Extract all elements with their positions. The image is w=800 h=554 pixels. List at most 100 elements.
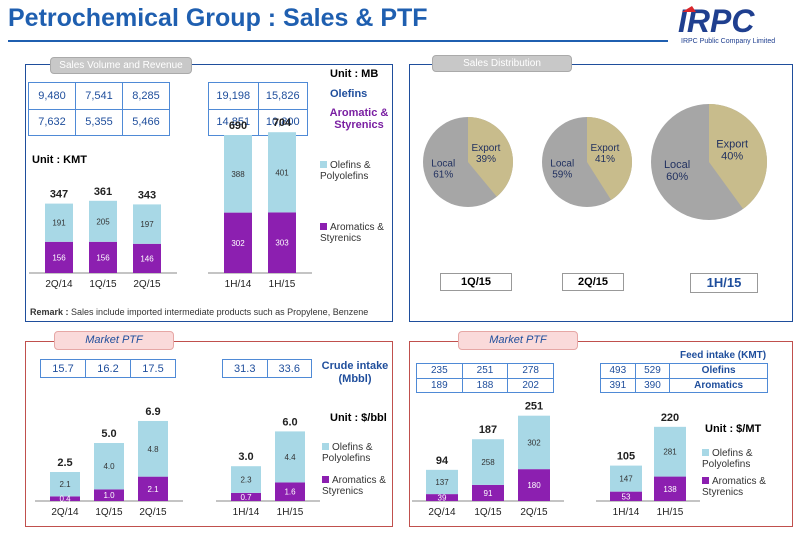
data-label-aromatics: 303 [275, 239, 289, 248]
legend-olefins: Olefins & Polyolefins [702, 448, 782, 470]
legend-aromatics: Aromatics & Styrenics [322, 475, 392, 497]
data-label-aromatics: 146 [140, 254, 154, 263]
irpc-logo: IRPC [678, 3, 755, 39]
legend-label: Aromatics & Styrenics [322, 475, 386, 497]
table-cell: 16.2 [85, 359, 131, 378]
table-cell: 7,632 [28, 108, 76, 136]
x-tick-label: 1Q/15 [89, 279, 117, 290]
pie-slice-export [587, 117, 632, 200]
remark-label: Remark : [30, 307, 69, 317]
table-cell: 391 [600, 377, 636, 393]
data-label-aromatics: 156 [52, 253, 66, 262]
table-cell: 390 [634, 377, 671, 393]
market-ptf-right-panel [409, 341, 793, 527]
x-tick-label: 1H/14 [225, 279, 252, 290]
bar-aromatics [231, 492, 261, 501]
unit-mb-label: Unit : MB [330, 68, 379, 80]
bar-olefins [610, 465, 642, 492]
crude-intake-half: 31.3 33.6 [222, 359, 312, 378]
pie-value-local: 59% [552, 170, 572, 181]
market-ptf-right-tab: Market PTF [458, 331, 578, 350]
x-tick-label: 1H/14 [233, 507, 260, 518]
table-cell: 19,198 [208, 82, 259, 110]
data-label-aromatics: 138 [663, 485, 677, 494]
unit-kmt-label: Unit : KMT [32, 154, 87, 166]
legend-aromatics: Aromatics & Styrenics [320, 222, 390, 244]
legend-swatch [322, 476, 329, 483]
x-tick-label: 1Q/15 [95, 507, 123, 518]
x-tick-label: 2Q/14 [45, 279, 73, 290]
bar-aromatics [138, 476, 168, 501]
data-label-total: 2.5 [57, 457, 72, 469]
data-label-total: 6.9 [145, 406, 160, 418]
legend-aromatics: Aromatics & Styrenics [702, 476, 782, 498]
x-tick-label: 2Q/15 [520, 507, 548, 518]
olefins-row-label: Olefins [330, 88, 368, 100]
bar-olefins [518, 415, 550, 470]
data-label-aromatics: 53 [622, 492, 631, 501]
data-label-olefins: 4.0 [103, 462, 115, 471]
bar-olefins [231, 466, 261, 493]
bar-aromatics [654, 476, 686, 501]
bar-olefins [426, 469, 458, 495]
data-label-olefins: 401 [275, 168, 289, 177]
remark: Remark : Sales include imported intermed… [30, 307, 368, 317]
legend-swatch [702, 449, 709, 456]
feed-intake-half: 493 529 Olefins 391 390 Aromatics [600, 363, 768, 393]
pie-label-local: Local [664, 159, 690, 171]
table-cell: Aromatics [669, 377, 768, 393]
pie-slice-export [468, 117, 513, 197]
bar-olefins [224, 135, 252, 213]
bar-aromatics [472, 484, 504, 501]
company-name: IRPC Public Company Limited [681, 38, 776, 45]
sales-distribution-panel [409, 64, 793, 322]
sales-volume-tab: Sales Volume and Revenue [50, 57, 192, 74]
legend-swatch [702, 477, 709, 484]
data-label-aromatics: 156 [96, 253, 110, 262]
sales-distribution-tab: Sales Distribution [432, 55, 572, 72]
x-tick-label: 2Q/14 [428, 507, 456, 518]
table-cell: 31.3 [222, 359, 268, 378]
data-label-total: 94 [436, 455, 449, 467]
data-label-olefins: 197 [140, 220, 154, 229]
data-label-olefins: 137 [435, 478, 449, 487]
pie-value-local: 60% [666, 171, 688, 183]
data-label-total: 251 [525, 401, 543, 413]
bar-aromatics [133, 243, 161, 273]
data-label-olefins: 302 [527, 438, 541, 447]
period-label-1h15: 1H/15 [690, 273, 758, 293]
bar-olefins [89, 200, 117, 242]
crude-intake-quarter: 15.7 16.2 17.5 [40, 359, 176, 378]
x-tick-label: 1H/14 [613, 507, 640, 518]
feed-intake-label: Feed intake (KMT) [680, 350, 767, 361]
data-label-total: 347 [50, 189, 68, 201]
bar-aromatics [50, 496, 80, 501]
table-cell: 5,355 [75, 108, 123, 136]
bar-olefins [45, 203, 73, 242]
data-label-total: 3.0 [238, 451, 253, 463]
data-label-olefins: 191 [52, 219, 66, 228]
page-title: Petrochemical Group : Sales & PTF [8, 4, 428, 32]
bar-olefins [654, 426, 686, 477]
table-cell: 5,466 [122, 108, 170, 136]
x-tick-label: 1H/15 [657, 507, 684, 518]
bar-aromatics [224, 212, 252, 273]
legend-label: Aromatics & Styrenics [320, 222, 384, 244]
unit-usd-mt-label: Unit : $/MT [705, 423, 762, 435]
bar-aromatics [275, 482, 305, 501]
bar-olefins [275, 431, 305, 483]
legend-swatch [322, 443, 329, 450]
table-cell: 15,826 [257, 82, 308, 110]
data-label-aromatics: 2.1 [147, 485, 159, 494]
feed-intake-quarter: 235 251 278 189 188 202 [416, 363, 554, 393]
table-cell: 529 [634, 363, 671, 379]
data-label-total: 5.0 [101, 428, 116, 440]
data-label-olefins: 4.8 [147, 445, 159, 454]
legend-swatch [320, 223, 327, 230]
data-label-total: 220 [661, 412, 679, 424]
pie-label-export: Export [472, 143, 501, 154]
bar-olefins [268, 132, 296, 213]
sales-distribution-pies: Export39%Local61%Export41%Local59%Export… [423, 104, 768, 220]
data-label-aromatics: 0.7 [240, 493, 252, 502]
table-cell: 9,480 [28, 82, 76, 110]
